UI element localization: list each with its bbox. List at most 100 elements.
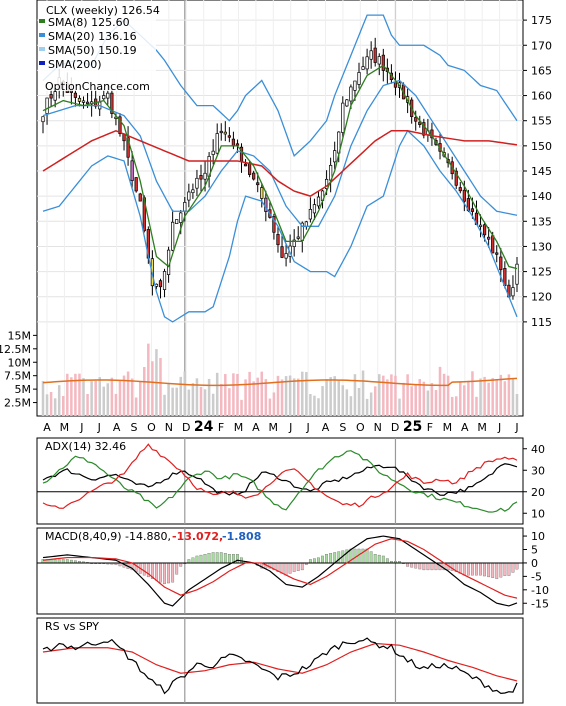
- candle-body: [256, 182, 260, 186]
- volume-bar: [321, 386, 324, 416]
- volume-bar: [369, 392, 373, 416]
- price-y-tick-label: 160: [531, 90, 552, 103]
- volume-bar: [195, 378, 199, 416]
- candle-body: [333, 150, 337, 163]
- legend-swatch: [39, 47, 45, 51]
- macd-histogram-bar: [377, 554, 381, 564]
- candle-body: [199, 175, 203, 180]
- volume-bar: [450, 396, 454, 416]
- volume-bar: [110, 377, 114, 416]
- adx-panel: 10 20 30 40 ADX(14) 32.46: [36, 437, 545, 525]
- candle-body: [110, 92, 114, 114]
- price-y-tick-label: 135: [531, 215, 552, 228]
- volume-bar: [264, 379, 268, 416]
- adx-label: ADX(14) 32.46: [45, 440, 126, 453]
- price-y-tick-label: 170: [531, 39, 552, 52]
- volume-bar: [57, 385, 61, 416]
- volume-bar: [333, 376, 336, 416]
- candle-body: [414, 117, 418, 122]
- volume-bar: [187, 389, 191, 416]
- adx-y-tick-label: 20: [531, 486, 545, 499]
- candle-body: [219, 130, 223, 134]
- volume-bar: [296, 378, 300, 416]
- volume-bar: [386, 379, 389, 416]
- macd-histogram-bar: [61, 559, 65, 564]
- price-y-tick-label: 130: [531, 240, 552, 253]
- volume-bar: [232, 373, 235, 416]
- candle-body: [243, 163, 248, 167]
- price-y-tick-label: 150: [531, 140, 552, 153]
- volume-bar: [126, 371, 130, 416]
- x-axis-month-label: M: [443, 421, 453, 434]
- macd-histogram-bar: [495, 562, 499, 579]
- macd-histogram-bar: [317, 557, 320, 564]
- volume-bar: [301, 371, 304, 416]
- macd-histogram-bar: [414, 562, 418, 569]
- adx-series-line: [42, 443, 518, 509]
- macd-histogram-bar: [329, 553, 333, 564]
- macd-histogram-bar: [179, 562, 183, 567]
- volume-y-tick-label: 2.5M: [4, 397, 31, 410]
- x-axis-month-label: D: [182, 421, 190, 434]
- volume-bar: [365, 398, 369, 416]
- x-axis-month-label: A: [252, 421, 260, 434]
- rs-label: RS vs SPY: [45, 620, 99, 633]
- price-y-tick-label: 145: [531, 165, 552, 178]
- volume-bar: [345, 389, 349, 416]
- macd-y-tick-label: 0: [531, 557, 538, 570]
- macd-histogram-bar: [57, 559, 61, 564]
- volume-bar: [41, 381, 45, 416]
- macd-histogram-bar: [288, 562, 292, 574]
- candle-body: [235, 143, 240, 146]
- candle-body: [495, 252, 499, 255]
- candle-body: [162, 271, 167, 290]
- price-y-tick-label: 165: [531, 64, 552, 77]
- candle-body: [316, 196, 321, 207]
- adx-y-tick-label: 10: [531, 507, 545, 520]
- volume-bar: [515, 394, 519, 416]
- volume-bar: [86, 394, 89, 416]
- macd-histogram-bar: [471, 562, 474, 576]
- volume-bar: [118, 380, 122, 416]
- legend-swatch: [39, 61, 45, 65]
- macd-histogram-bar: [296, 562, 300, 571]
- macd-histogram-bar: [219, 552, 223, 564]
- volume-bar: [151, 361, 154, 416]
- candle-body: [53, 91, 57, 101]
- candle-body: [280, 246, 284, 258]
- legend-label: SMA(200): [48, 58, 102, 71]
- candle-body: [81, 100, 86, 103]
- rs-average-line: [42, 642, 518, 682]
- macd-histogram-bar: [466, 562, 470, 576]
- candle-body: [284, 253, 288, 259]
- volume-bar: [49, 392, 53, 416]
- macd-histogram-bar: [430, 562, 434, 571]
- candle-body: [361, 66, 365, 70]
- adx-series-line: [42, 450, 518, 513]
- volume-bar: [507, 374, 511, 416]
- x-axis-month-label: J: [305, 421, 309, 434]
- candle-body: [215, 133, 219, 154]
- macd-histogram-bar: [313, 558, 316, 564]
- candle-body: [487, 236, 491, 240]
- volume-bar: [402, 382, 405, 416]
- x-axis-month-label: J: [79, 421, 83, 434]
- volume-bar: [317, 398, 320, 416]
- volume-bar: [284, 376, 288, 416]
- adx-y-tick-label: 30: [531, 464, 545, 477]
- candle-body: [478, 224, 483, 227]
- candle-body: [106, 92, 110, 99]
- candle-body: [179, 212, 183, 223]
- volume-bar: [138, 381, 142, 416]
- volume-bar: [454, 396, 458, 416]
- volume-bar: [276, 375, 280, 416]
- x-axis-month-label: M: [60, 421, 70, 434]
- candle-body: [349, 86, 353, 102]
- macd-histogram-bar: [280, 562, 284, 574]
- macd-histogram-bar: [65, 559, 69, 564]
- volume-bar: [248, 371, 251, 416]
- volume-bar: [390, 374, 393, 416]
- volume-bar: [66, 373, 69, 416]
- x-axis-month-label: D: [391, 421, 399, 434]
- volume-bar: [272, 392, 276, 416]
